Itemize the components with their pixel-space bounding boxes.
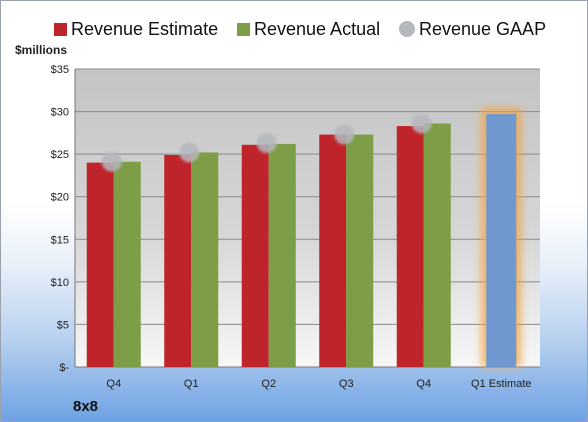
bar-revenue-actual [346, 134, 374, 367]
company-label: 8x8 [73, 398, 99, 415]
y-axis-unit-label: $millions [15, 43, 68, 57]
legend-item-revenue-actual: Revenue Actual [237, 15, 380, 43]
legend: Revenue Estimate Revenue Actual Revenue … [1, 15, 587, 43]
bar-revenue-estimate [241, 144, 269, 367]
x-tick-label: Q4 [416, 378, 431, 390]
bar-revenue-estimate [396, 126, 424, 367]
bar-q1-estimate [486, 114, 517, 367]
x-tick-label: Q3 [339, 378, 354, 390]
y-tick-label: $35 [51, 64, 69, 76]
bar-revenue-estimate [164, 154, 192, 367]
legend-label-gaap: Revenue GAAP [419, 18, 547, 39]
legend-swatch-estimate [54, 22, 67, 36]
marker-revenue-gaap [101, 151, 122, 172]
marker-revenue-gaap [411, 113, 432, 134]
plot-area [75, 69, 540, 367]
y-tick-label: $15 [51, 234, 69, 246]
bar-revenue-actual [423, 123, 451, 368]
y-tick-label: $30 [51, 107, 69, 119]
legend-item-revenue-estimate: Revenue Estimate [54, 15, 218, 43]
y-tick-label: $20 [51, 192, 69, 204]
legend-label-actual: Revenue Actual [254, 18, 381, 39]
bar-revenue-estimate [319, 134, 347, 367]
x-tick-label: Q1 Estimate [471, 378, 532, 390]
y-tick-label: $25 [51, 149, 69, 161]
x-tick-label: Q4 [106, 378, 121, 390]
bar-revenue-estimate [86, 162, 114, 367]
bar-revenue-actual [268, 143, 296, 367]
marker-revenue-gaap [179, 142, 200, 163]
legend-dot-gaap [399, 21, 415, 37]
legend-label-estimate: Revenue Estimate [71, 18, 219, 39]
bar-revenue-actual [113, 161, 141, 367]
y-tick-label: $5 [57, 319, 69, 331]
legend-swatch-actual [237, 22, 250, 36]
marker-revenue-gaap [256, 133, 277, 154]
x-tick-label: Q2 [261, 378, 276, 390]
legend-item-revenue-gaap: Revenue GAAP [399, 15, 546, 43]
marker-revenue-gaap [334, 124, 355, 145]
y-tick-label: $- [59, 362, 69, 374]
x-tick-label: Q1 [184, 378, 199, 390]
bar-revenue-actual [191, 152, 219, 367]
y-tick-label: $10 [51, 277, 69, 289]
